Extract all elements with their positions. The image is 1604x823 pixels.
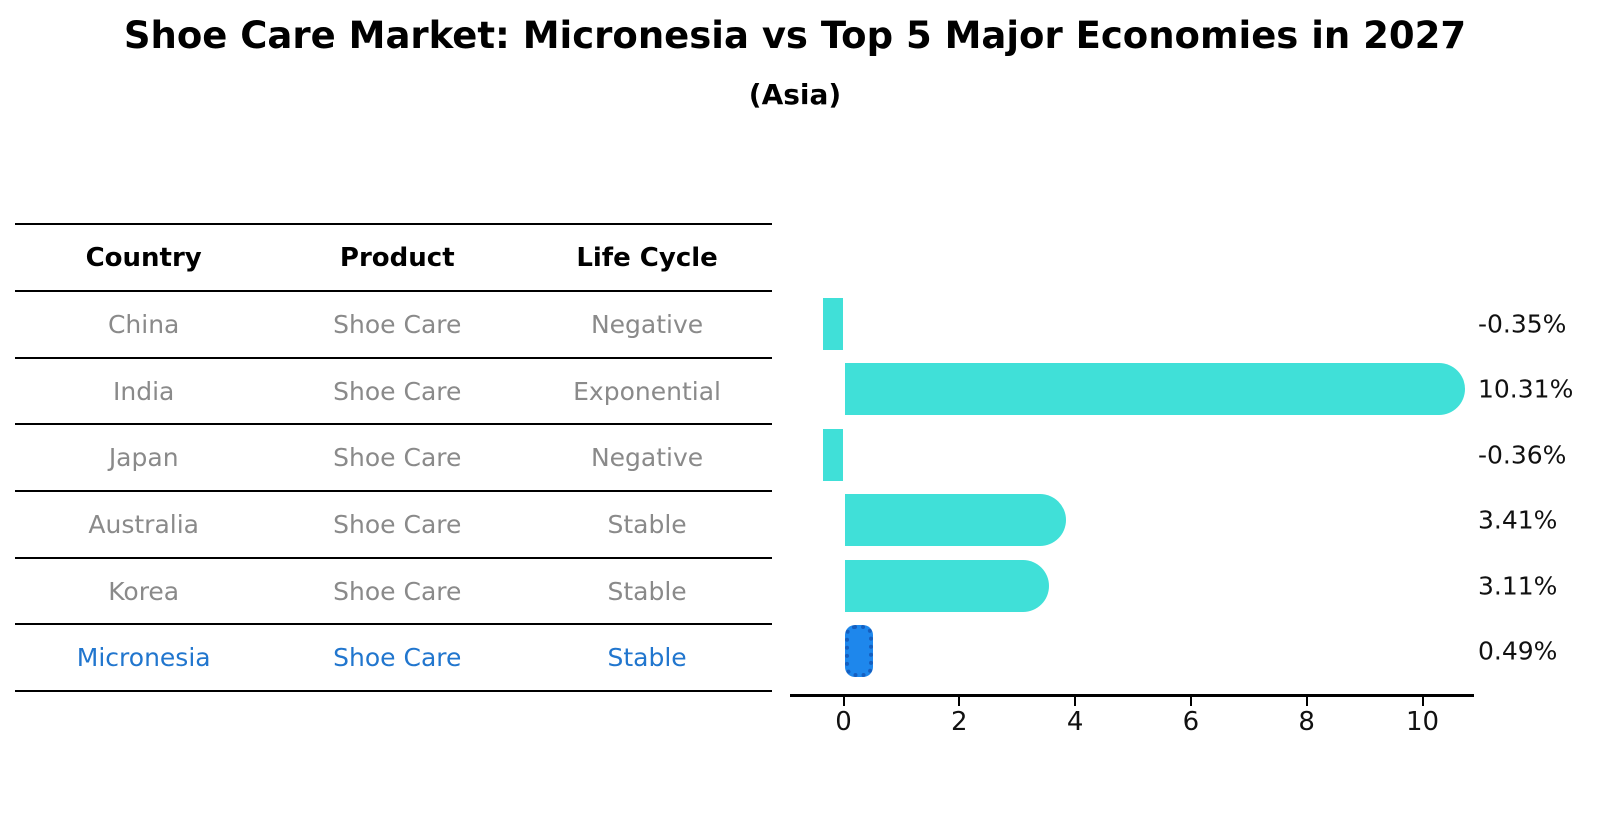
cell-country: Micronesia [76,643,211,673]
cell-country: Japan [108,443,179,473]
table-row-australia: Australia Shoe Care Stable [15,490,772,557]
value-label-japan: -0.36% [1478,440,1567,470]
table-row-china: China Shoe Care Negative [15,290,772,357]
column-header-country: Country [85,242,202,273]
chart-subtitle: (Asia) [748,78,842,111]
column-header-life-cycle: Life Cycle [576,242,718,273]
cell-country: Australia [88,509,199,539]
x-axis-tick [1421,697,1424,706]
cell-life-cycle: Stable [607,509,687,539]
bar-micronesia [844,625,873,677]
cell-country: India [113,376,175,406]
value-label-micronesia: 0.49% [1478,636,1558,666]
value-label-india: 10.31% [1478,374,1574,404]
cell-life-cycle: Negative [590,443,704,473]
cell-life-cycle: Exponential [573,376,721,406]
bar-korea [844,559,1049,612]
x-axis-line [790,694,1474,697]
x-axis-tick [1189,697,1192,706]
value-label-australia: 3.41% [1478,505,1558,535]
x-axis-tick-label: 6 [1182,707,1200,737]
cell-life-cycle: Stable [607,643,687,673]
cell-country: China [107,309,180,339]
table-header-row: Country Product Life Cycle [15,223,772,290]
x-axis-tick [842,697,845,706]
x-axis-tick [1305,697,1308,706]
cell-product: Shoe Care [333,576,462,606]
value-label-korea: 3.11% [1478,571,1558,601]
table-row-korea: Korea Shoe Care Stable [15,556,772,624]
bar-china [823,298,844,350]
x-axis-tick [1074,697,1077,706]
x-axis-tick-label: 10 [1405,707,1440,737]
table-row-japan: Japan Shoe Care Negative [15,423,772,490]
cell-life-cycle: Negative [590,309,704,339]
column-header-product: Product [339,242,455,273]
cell-product: Shoe Care [333,376,462,406]
x-axis-tick-label: 4 [1066,707,1084,737]
bar-india [844,363,1466,416]
bar-australia [844,494,1066,547]
chart-title: Shoe Care Market: Micronesia vs Top 5 Ma… [123,14,1467,57]
country-table: Country Product Life Cycle China Shoe Care Ne… [15,223,772,693]
x-axis-tick-label: 0 [835,707,852,737]
x-axis-tick-label: 2 [951,707,968,737]
table-row-micronesia: Micronesia Shoe Care Stable [15,623,772,690]
x-axis-tick [958,697,961,706]
cell-product: Shoe Care [333,509,462,539]
cell-product: Shoe Care [333,309,462,339]
cell-life-cycle: Stable [607,576,687,606]
value-label-china: -0.35% [1478,309,1567,339]
x-axis-tick-label: 8 [1298,707,1315,737]
cell-product: Shoe Care [333,443,462,473]
bar-japan [822,428,844,481]
cell-country: Korea [108,576,180,606]
cell-product: Shoe Care [333,643,462,673]
table-row-india: India Shoe Care Exponential [15,356,772,424]
